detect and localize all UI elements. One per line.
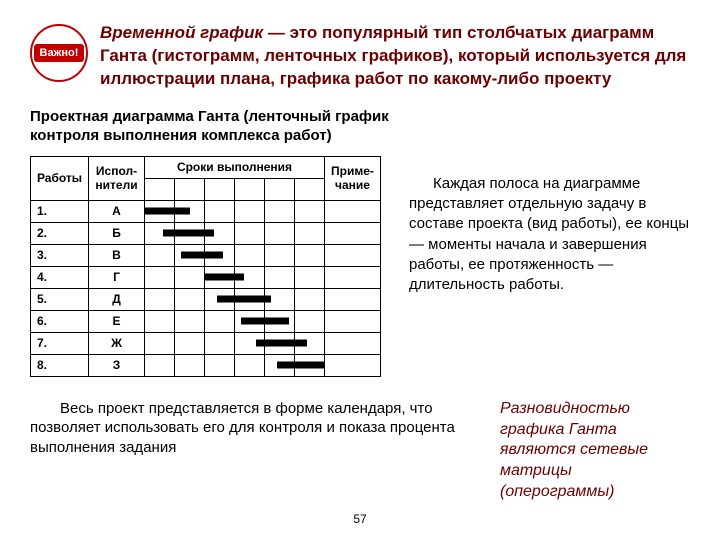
gantt-chart: РаботыИспол-нителиСроки выполненияПриме-… — [30, 156, 381, 377]
importance-badge-label: Важно! — [34, 44, 85, 62]
table-row: 7.Ж — [31, 332, 381, 354]
right-description: Каждая полоса на диаграмме представляет … — [409, 156, 690, 296]
table-row: 1.А — [31, 200, 381, 222]
table-row: 3.В — [31, 244, 381, 266]
importance-badge: Важно! — [30, 24, 88, 82]
table-row: 4.Г — [31, 266, 381, 288]
table-row: 8.З — [31, 354, 381, 376]
col-works: Работы — [31, 156, 89, 200]
col-timeline: Сроки выполнения — [145, 156, 325, 178]
table-row: 2.Б — [31, 222, 381, 244]
col-executors: Испол-нители — [89, 156, 145, 200]
table-row: 6.Е — [31, 310, 381, 332]
title-lead: Временной график — [100, 23, 263, 42]
bottom-right-text: Разновидностью графика Ганта являются се… — [500, 399, 690, 503]
col-note: Приме-чание — [325, 156, 381, 200]
bottom-left-text: Весь проект представляется в форме кален… — [30, 399, 470, 503]
page-number: 57 — [353, 512, 366, 526]
table-row: 5.Д — [31, 288, 381, 310]
title-text: Временной график — это популярный тип ст… — [100, 22, 690, 91]
gantt-subtitle: Проектная диаграмма Ганта (ленточный гра… — [30, 107, 390, 146]
